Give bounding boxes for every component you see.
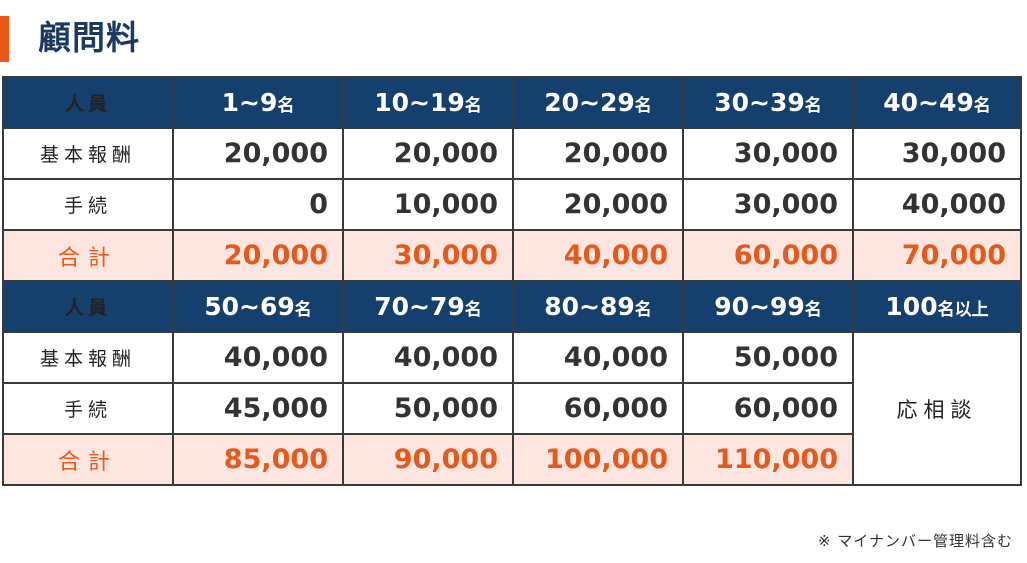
range-text: 80~89 [544, 292, 635, 321]
table-row: 手続 0 10,000 20,000 30,000 40,000 [2, 178, 1022, 231]
total-cell: 100,000 [512, 433, 684, 486]
unit-text: 名 [464, 96, 482, 116]
row-label: 合計 [2, 229, 174, 282]
unit-text: 名 [973, 96, 991, 116]
row-label: 手続 [2, 382, 174, 435]
value-cell: 60,000 [512, 382, 684, 435]
header-cell: 1~9名 [172, 76, 344, 129]
consult-cell: 応相談 [852, 331, 1022, 486]
header-cell: 80~89名 [512, 280, 684, 333]
value-cell: 40,000 [512, 331, 684, 384]
header-cell: 20~29名 [512, 76, 684, 129]
header-cell: 100名以上 [852, 280, 1022, 333]
value-cell: 10,000 [342, 178, 514, 231]
range-text: 20~29 [544, 88, 635, 117]
unit-text: 名 [804, 96, 822, 116]
total-cell: 40,000 [512, 229, 684, 282]
value-cell: 0 [172, 178, 344, 231]
range-text: 70~79 [374, 292, 465, 321]
range-text: 50~69 [204, 292, 295, 321]
value-cell: 50,000 [342, 382, 514, 435]
value-cell: 45,000 [172, 382, 344, 435]
header-cell: 90~99名 [682, 280, 854, 333]
range-text: 10~19 [374, 88, 465, 117]
total-cell: 60,000 [682, 229, 854, 282]
header-label: 人員 [2, 280, 174, 333]
total-cell: 110,000 [682, 433, 854, 486]
total-cell: 20,000 [172, 229, 344, 282]
unit-text: 名 [294, 300, 312, 320]
page-title: 顧問料 [38, 18, 140, 57]
fee-table: 人員 1~9名 10~19名 20~29名 30~39名 40~49名 基本報酬… [2, 76, 1022, 486]
value-cell: 20,000 [512, 127, 684, 180]
row-label: 手続 [2, 178, 174, 231]
header-cell: 10~19名 [342, 76, 514, 129]
value-cell: 30,000 [852, 127, 1022, 180]
total-cell: 30,000 [342, 229, 514, 282]
range-text: 1~9 [221, 88, 278, 117]
total-row: 合計 85,000 90,000 100,000 110,000 [2, 433, 1021, 486]
header-cell: 50~69名 [172, 280, 344, 333]
value-cell: 40,000 [852, 178, 1022, 231]
value-cell: 40,000 [172, 331, 344, 384]
value-cell: 30,000 [682, 127, 854, 180]
header-cell: 40~49名 [852, 76, 1022, 129]
header-label: 人員 [2, 76, 174, 129]
row-label: 合計 [2, 433, 174, 486]
total-row: 合計 20,000 30,000 40,000 60,000 70,000 [2, 229, 1022, 282]
unit-text: 名 [277, 96, 295, 116]
unit-text: 名 [804, 300, 822, 320]
value-cell: 50,000 [682, 331, 854, 384]
unit-text: 名以上 [937, 300, 989, 320]
header-row-1: 人員 1~9名 10~19名 20~29名 30~39名 40~49名 [2, 76, 1022, 129]
row-label: 基本報酬 [2, 127, 174, 180]
row-label: 基本報酬 [2, 331, 174, 384]
unit-text: 名 [634, 300, 652, 320]
value-cell: 40,000 [342, 331, 514, 384]
table-row: 基本報酬 20,000 20,000 20,000 30,000 30,000 [2, 127, 1022, 180]
total-cell: 70,000 [852, 229, 1022, 282]
header-row-2: 人員 50~69名 70~79名 80~89名 90~99名 100名以上 [2, 280, 1022, 333]
footnote: ※ マイナンバー管理料含む [817, 532, 1013, 550]
value-cell: 20,000 [512, 178, 684, 231]
header-cell: 70~79名 [342, 280, 514, 333]
range-text: 100 [885, 292, 938, 321]
table-row: 基本報酬 40,000 40,000 40,000 50,000 応相談 [2, 331, 1022, 486]
range-text: 30~39 [714, 88, 805, 117]
total-cell: 90,000 [342, 433, 514, 486]
total-cell: 85,000 [172, 433, 344, 486]
value-cell: 60,000 [682, 382, 854, 435]
value-cell: 30,000 [682, 178, 854, 231]
range-text: 90~99 [714, 292, 805, 321]
table-row: 手続 45,000 50,000 60,000 60,000 [2, 382, 1021, 435]
unit-text: 名 [634, 96, 652, 116]
header-cell: 30~39名 [682, 76, 854, 129]
unit-text: 名 [464, 300, 482, 320]
title-accent-bar [0, 16, 9, 62]
value-cell: 20,000 [172, 127, 344, 180]
range-text: 40~49 [883, 88, 974, 117]
value-cell: 20,000 [342, 127, 514, 180]
